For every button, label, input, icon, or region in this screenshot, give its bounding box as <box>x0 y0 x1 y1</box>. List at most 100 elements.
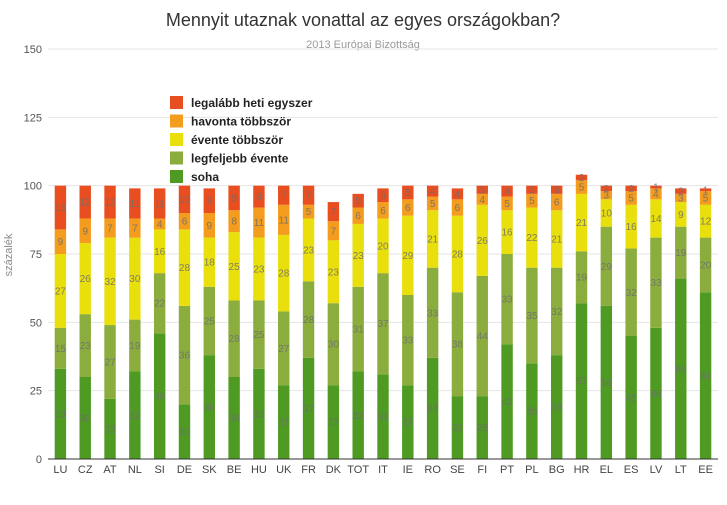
x-tick-label: FI <box>477 464 487 476</box>
bar-segment <box>600 191 613 200</box>
legend-swatch <box>170 170 183 183</box>
bar-segment <box>699 237 712 293</box>
bar-segment <box>228 210 240 233</box>
bar-segment <box>302 281 315 358</box>
segment-label: 5 <box>529 196 535 207</box>
bar-segment <box>451 215 464 293</box>
segment-label: 19 <box>129 341 141 352</box>
bar-segment <box>79 314 91 377</box>
bar-segment <box>228 185 240 211</box>
bar-segment <box>153 229 166 274</box>
segment-label: 32 <box>551 307 563 318</box>
bar-segment <box>278 311 290 386</box>
bar-segment <box>699 191 712 205</box>
bar-segment <box>253 207 265 238</box>
segment-label: 6 <box>554 198 560 209</box>
bar-segment <box>575 251 588 304</box>
bar-segment <box>575 174 588 181</box>
legend-item[interactable]: évente többször <box>170 133 283 147</box>
segment-label: 5 <box>703 193 709 204</box>
bars <box>54 174 712 459</box>
segment-label: 45 <box>626 393 638 404</box>
segment-label: 57 <box>576 377 588 388</box>
bar-segment <box>377 188 389 203</box>
bar-segment <box>153 218 166 230</box>
segment-label: 12 <box>104 198 116 209</box>
bar-segment <box>625 248 637 336</box>
segment-label: 37 <box>427 404 439 415</box>
segment-label: 4 <box>430 187 436 198</box>
segment-label: 1 <box>653 183 659 194</box>
bar-segment <box>54 327 67 369</box>
bar-segment <box>203 188 216 213</box>
x-tick-label: LU <box>53 464 67 476</box>
bar-segment <box>104 325 116 399</box>
y-axis-label: százalék <box>3 233 15 276</box>
bar-segment <box>526 363 538 459</box>
bar-segment <box>402 199 414 216</box>
segment-label: 30 <box>229 414 241 425</box>
x-tick-label: EE <box>698 464 713 476</box>
bar-segment <box>625 204 637 249</box>
x-tick-label: EL <box>600 464 613 476</box>
segment-label: 25 <box>204 316 216 327</box>
segment-label: 32 <box>129 411 141 422</box>
segment-label: 20 <box>700 260 712 271</box>
y-tick-label: 0 <box>36 454 42 466</box>
bar-segment <box>476 185 488 194</box>
segment-label: 2 <box>579 173 585 184</box>
bar-segment <box>253 185 265 208</box>
segment-label: 27 <box>278 418 290 429</box>
bar-segment <box>278 185 290 205</box>
legend-item[interactable]: legalább heti egyszer <box>170 96 313 110</box>
bar-segment <box>575 303 588 459</box>
legend-item[interactable]: legfeljebb évente <box>170 151 289 166</box>
bar-segment <box>451 188 464 200</box>
bar-segment <box>550 193 563 211</box>
segment-label: 4 <box>653 189 659 200</box>
legend-item[interactable]: havonta többször <box>170 114 291 129</box>
bar-segment <box>178 213 191 230</box>
x-tick-label: DE <box>177 464 192 476</box>
bar-segment <box>650 185 662 189</box>
bar-segment <box>675 193 687 203</box>
legend-item[interactable]: soha <box>170 170 219 184</box>
bar-segment <box>178 229 191 306</box>
legend-label: évente többször <box>191 133 283 147</box>
bar-segment <box>526 267 538 364</box>
bar-segment <box>501 254 513 345</box>
bar-segment <box>675 188 687 194</box>
segment-label: 38 <box>452 340 464 351</box>
segment-label: 3 <box>678 193 684 204</box>
segment-label: 9 <box>58 237 64 248</box>
segment-label: 21 <box>427 234 439 245</box>
segment-label: 9 <box>82 226 88 237</box>
segment-label: 28 <box>179 263 191 274</box>
segment-label: 9 <box>231 193 237 204</box>
bar-segment <box>426 185 439 197</box>
segment-label: 37 <box>377 319 389 330</box>
segment-label: 27 <box>278 344 290 355</box>
bar-segment <box>253 237 265 301</box>
segment-label: 2 <box>678 187 684 198</box>
segment-label: 20 <box>377 241 389 252</box>
segment-label: 46 <box>154 392 166 403</box>
y-axis-ticks: 0 25 50 75 100 125 150 <box>24 44 42 466</box>
bar-segment <box>54 254 67 328</box>
bar-segment <box>377 202 389 219</box>
bar-segment <box>228 377 240 459</box>
bar-segment <box>550 355 563 459</box>
segment-label: 23 <box>303 245 315 256</box>
segment-label: 32 <box>353 411 365 422</box>
bar-segment <box>650 237 662 328</box>
segment-label: 1 <box>703 185 709 196</box>
legend[interactable]: legalább heti egyszer havonta többször éve… <box>170 96 313 184</box>
segment-label: 28 <box>229 334 241 345</box>
bar-segment <box>402 215 414 295</box>
x-tick-label: UK <box>276 464 292 476</box>
bar-segment <box>402 385 414 459</box>
segment-label: 6 <box>355 211 361 222</box>
bar-segment <box>501 196 513 211</box>
segment-label: 48 <box>650 389 662 400</box>
